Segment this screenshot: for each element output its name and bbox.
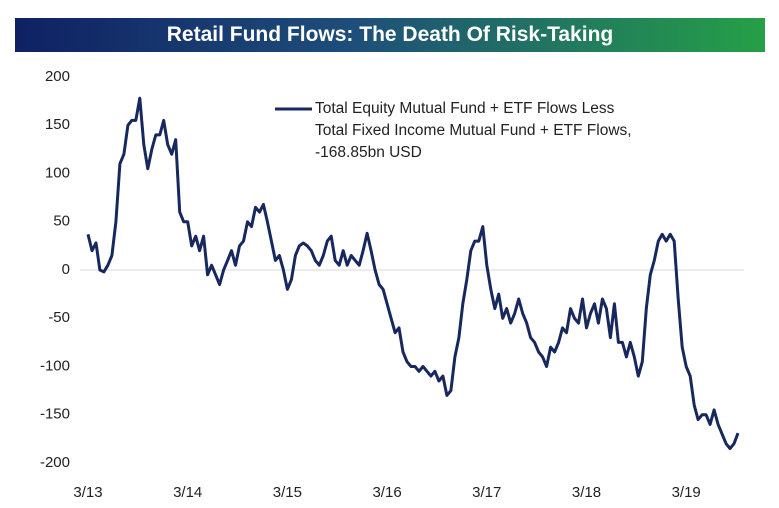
x-tick-label: 3/18 (572, 484, 601, 501)
x-tick-label: 3/13 (73, 484, 102, 501)
legend-label: Total Equity Mutual Fund + ETF Flows Les… (315, 100, 632, 161)
x-tick-label: 3/16 (372, 484, 401, 501)
y-tick-label: 50 (53, 213, 70, 230)
y-tick-label: -150 (40, 406, 70, 423)
y-tick-label: 0 (62, 261, 70, 278)
y-tick-label: 200 (45, 68, 70, 85)
x-tick-label: 3/14 (173, 484, 202, 501)
data-line (86, 96, 740, 450)
y-tick-label: -100 (40, 357, 70, 374)
x-tick-label: 3/15 (273, 484, 302, 501)
y-tick-label: 100 (45, 164, 70, 181)
title-bar (15, 18, 765, 52)
y-tick-label: 150 (45, 116, 70, 133)
chart-title: Retail Fund Flows: The Death Of Risk-Tak… (166, 23, 614, 46)
y-tick-label: -50 (48, 309, 70, 326)
x-tick-label: 3/17 (472, 484, 501, 501)
y-tick-label: -200 (40, 454, 70, 471)
x-tick-label: 3/19 (672, 484, 701, 501)
